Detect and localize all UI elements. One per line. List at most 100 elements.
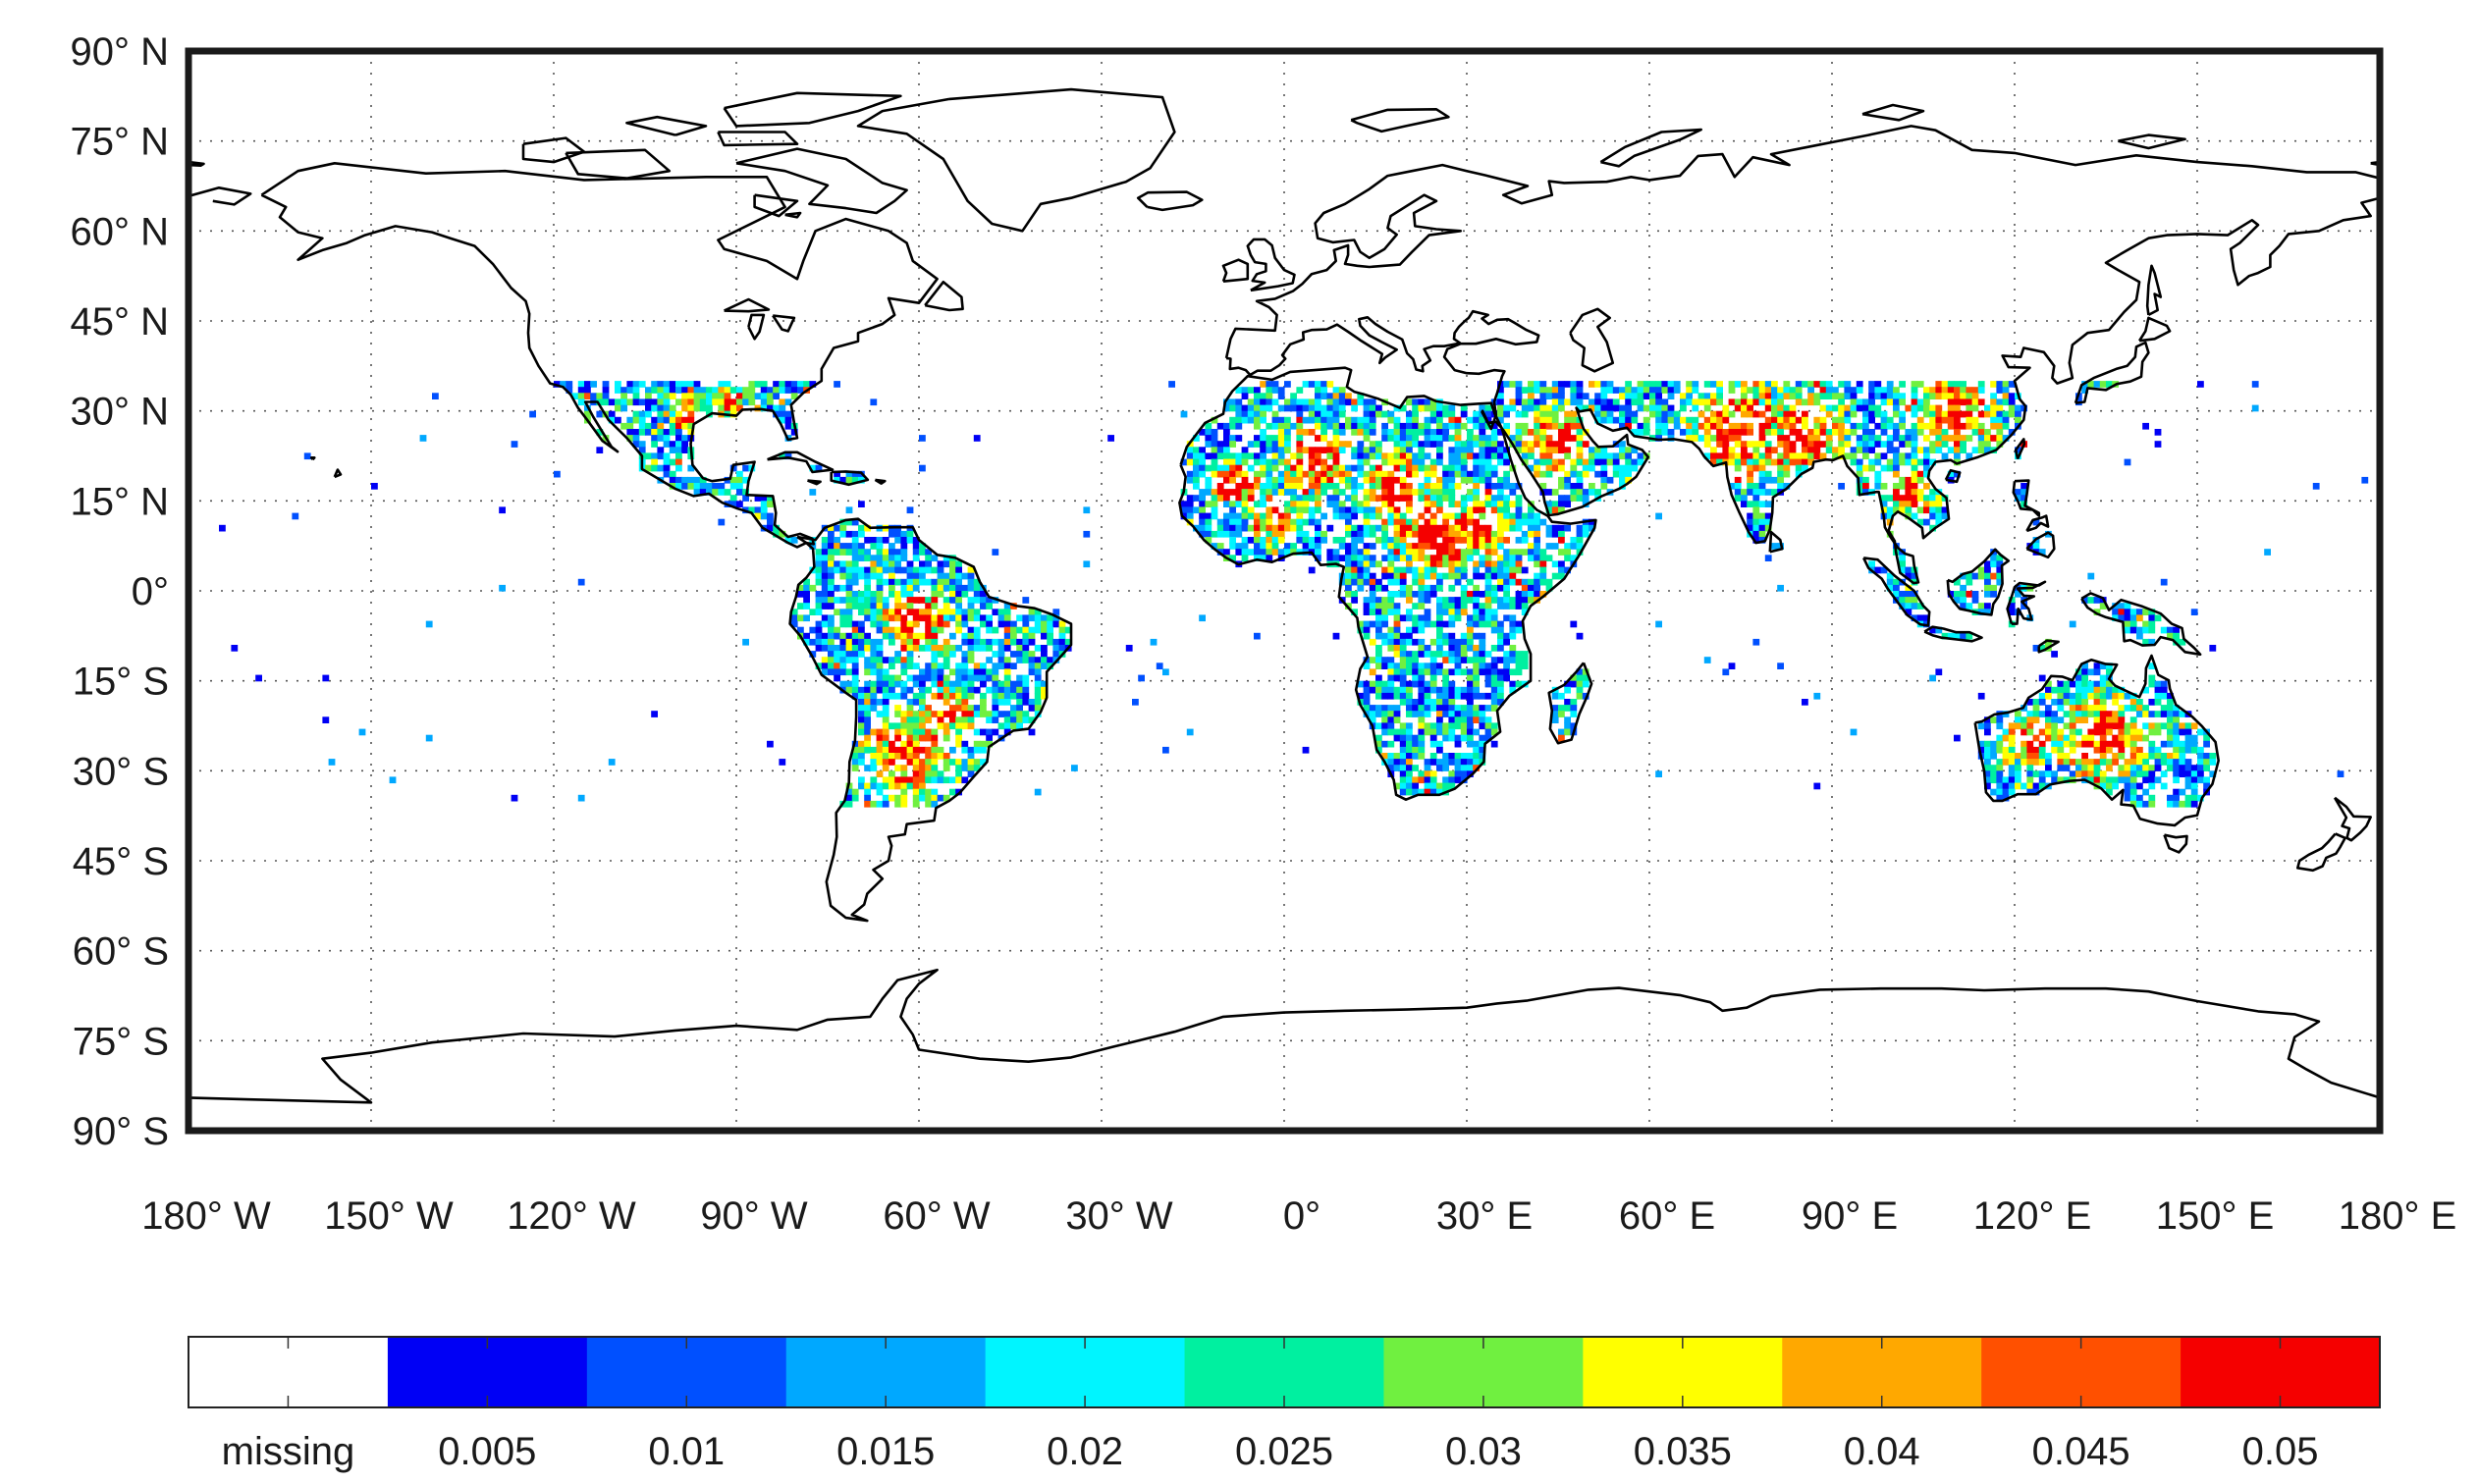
data-cell — [2129, 705, 2137, 712]
data-cell — [1874, 387, 1882, 394]
data-cell — [1363, 489, 1371, 496]
data-cell — [1534, 404, 1540, 412]
data-cell — [1375, 705, 1382, 712]
data-cell — [1448, 495, 1456, 502]
data-cell — [1631, 458, 1639, 466]
data-cell — [1375, 645, 1382, 652]
data-cell — [889, 759, 895, 766]
data-cell — [1454, 776, 1462, 784]
data-cell — [1381, 692, 1388, 700]
data-cell — [937, 692, 944, 700]
data-cell — [1564, 728, 1571, 736]
data-cell — [1284, 512, 1291, 520]
data-cell — [1454, 651, 1462, 658]
data-cell — [2032, 734, 2040, 742]
data-cell — [1284, 458, 1291, 466]
data-cell — [1467, 705, 1474, 712]
data-cell — [1929, 501, 1936, 507]
coastline — [189, 186, 252, 206]
data-cell — [925, 645, 932, 652]
data-cell — [1418, 429, 1426, 436]
data-cell — [973, 578, 981, 586]
data-cell — [2015, 765, 2021, 771]
data-cell — [973, 435, 981, 442]
data-cell — [620, 404, 627, 412]
data-cell — [2167, 800, 2174, 808]
data-cell — [882, 609, 889, 615]
data-cell — [2118, 734, 2126, 742]
data-cell — [2167, 722, 2174, 730]
data-cell — [1332, 422, 1340, 430]
data-cell — [1564, 680, 1571, 688]
data-cell — [955, 728, 962, 736]
data-cell — [1357, 560, 1365, 568]
data-cell — [1960, 603, 1966, 610]
data-cell — [980, 638, 987, 646]
data-cell — [1302, 489, 1310, 496]
data-cell — [2093, 680, 2101, 688]
data-cell — [937, 722, 944, 730]
data-cell — [1954, 404, 1961, 412]
data-cell — [1916, 447, 1924, 453]
data-cell — [2154, 692, 2162, 700]
data-cell — [943, 555, 950, 561]
data-cell — [2038, 776, 2046, 784]
data-cell — [1436, 759, 1443, 766]
data-cell — [1399, 699, 1407, 706]
data-cell — [1429, 470, 1437, 478]
data-cell — [839, 638, 847, 646]
data-cell — [1832, 447, 1839, 453]
data-cell — [1832, 393, 1839, 399]
data-cell — [1545, 506, 1553, 514]
data-cell — [1473, 435, 1480, 442]
data-cell — [1454, 560, 1462, 568]
data-cell — [1856, 464, 1863, 472]
data-cell — [681, 441, 688, 448]
data-cell — [2063, 765, 2071, 771]
data-cell — [1424, 452, 1431, 460]
data-cell — [1387, 429, 1395, 436]
data-cell — [1911, 483, 1918, 490]
data-cell — [967, 705, 975, 712]
data-cell — [1369, 404, 1376, 412]
data-cell — [1777, 458, 1784, 466]
data-cell — [973, 759, 981, 766]
data-cell — [919, 597, 926, 604]
data-cell — [1241, 524, 1249, 532]
data-cell — [834, 381, 840, 388]
data-cell — [1886, 387, 1894, 394]
data-cell — [834, 543, 840, 550]
data-cell — [1534, 470, 1540, 478]
data-cell — [632, 393, 640, 399]
data-cell — [1186, 470, 1194, 478]
data-cell — [919, 776, 926, 784]
data-cell — [1406, 626, 1413, 634]
data-cell — [693, 393, 701, 399]
data-cell — [1539, 572, 1547, 580]
data-cell — [1893, 584, 1900, 592]
data-cell — [1479, 716, 1486, 723]
data-cell — [864, 632, 871, 640]
data-cell — [1277, 447, 1285, 453]
data-cell — [1473, 609, 1480, 615]
data-cell — [675, 429, 682, 436]
data-cell — [1235, 518, 1243, 526]
data-cell — [961, 722, 969, 730]
data-cell — [784, 416, 792, 424]
data-cell — [529, 410, 536, 418]
data-cell — [851, 765, 859, 771]
data-cell — [1277, 393, 1285, 399]
data-cell — [906, 776, 914, 784]
data-cell — [1515, 518, 1523, 526]
data-cell — [1442, 572, 1449, 580]
data-cell — [2008, 759, 2016, 766]
data-cell — [1436, 501, 1443, 507]
data-cell — [2179, 638, 2186, 646]
data-cell — [1911, 387, 1918, 394]
data-cell — [1436, 699, 1443, 706]
data-cell — [821, 566, 829, 574]
data-cell — [1211, 489, 1218, 496]
data-cell — [1399, 740, 1407, 748]
data-cell — [1941, 393, 1949, 399]
data-cell — [2081, 692, 2088, 700]
